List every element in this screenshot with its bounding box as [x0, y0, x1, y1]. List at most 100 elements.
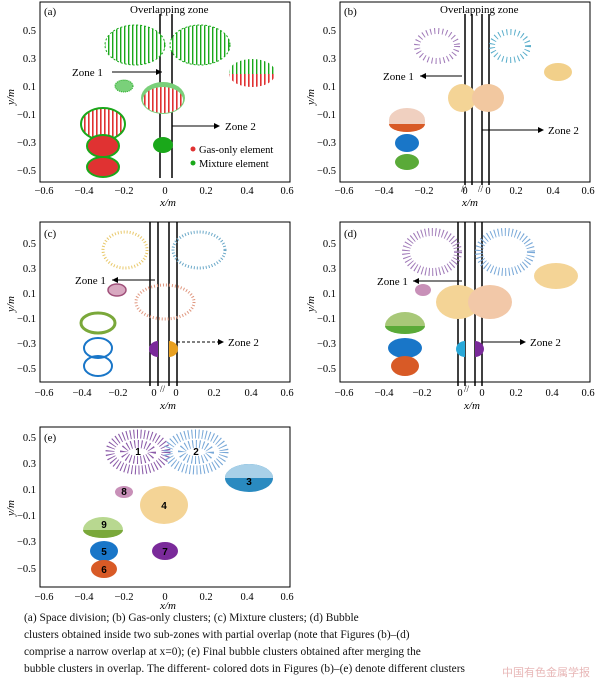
y-axis-ticks: 0.5 0.3 0.1 −0.1 −0.3 −0.5: [17, 239, 36, 375]
y-tick: −0.5: [17, 364, 36, 375]
y-axis-label: y/m: [305, 296, 317, 313]
x-tick: 0: [151, 388, 156, 399]
gas-cluster: [472, 84, 504, 112]
bubble-mixture: [169, 24, 231, 66]
zone2-label: Zone 2: [548, 125, 579, 137]
x-tick: 0.2: [199, 186, 212, 197]
x-axis-ticks: −0.6 −0.4 −0.2 0 0 0.2 0.4 0.6: [34, 388, 293, 399]
x-tick: −0.6: [334, 186, 353, 197]
final-cluster: [83, 517, 123, 530]
bubble-cluster: [475, 341, 484, 357]
zone2-label: Zone 2: [530, 337, 561, 349]
caption-line: clusters obtained inside two sub-zones w…: [24, 629, 410, 641]
panel-c: (c) Zone 1 Zone 2 // 0.5 0.3 0.1 −0.1 −0…: [5, 221, 294, 412]
y-tick: 0.3: [323, 264, 336, 275]
y-tick: 0.5: [23, 26, 36, 37]
cluster-number: 9: [101, 520, 107, 531]
plot-frame: [39, 221, 291, 383]
y-axis-label: y/m: [305, 89, 317, 106]
zone2-arrowhead: [218, 339, 224, 345]
mixture-cluster: [83, 355, 113, 377]
legend-mixture-dot: [190, 160, 196, 166]
y-tick: 0.5: [323, 239, 336, 250]
y-tick: 0.1: [23, 82, 36, 93]
y-tick: 0.1: [23, 485, 36, 496]
y-tick: 0.1: [23, 289, 36, 300]
zone2-label: Zone 2: [228, 337, 259, 349]
zone1-label: Zone 1: [383, 71, 414, 83]
mixture-cluster: [134, 283, 196, 321]
panel-label: (d): [344, 228, 357, 240]
mixture-cluster: [107, 283, 127, 297]
x-tick: 0.4: [240, 592, 254, 603]
x-axis-label: x/m: [159, 400, 176, 412]
bubble-cluster: [456, 341, 465, 357]
panel-a: (a) Overlapping zone Zone 1 Zone 2 Gas-o…: [5, 1, 294, 209]
y-axis-ticks: 0.5 0.3 0.1 −0.1 −0.3 −0.5: [317, 26, 336, 177]
y-tick: −0.3: [317, 339, 336, 350]
final-cluster: [225, 464, 273, 478]
zone2-arrowhead: [520, 339, 526, 345]
axis-break-mark: //: [160, 384, 166, 394]
x-axis-label: x/m: [159, 600, 176, 610]
zone2-label: Zone 2: [225, 121, 256, 133]
y-axis-ticks: 0.5 0.3 0.1 −0.1 −0.3 −0.5: [17, 26, 36, 177]
x-tick: 0.4: [545, 388, 559, 399]
x-tick: −0.4: [374, 186, 394, 197]
panel-label: (a): [44, 6, 57, 18]
axis-break-mark: //: [464, 384, 470, 394]
final-cluster: [152, 542, 178, 560]
gas-cluster: [395, 134, 419, 152]
zone1-arrowhead: [156, 69, 162, 75]
final-cluster: [105, 429, 171, 475]
x-tick: 0.4: [546, 186, 560, 197]
final-cluster: [83, 530, 123, 538]
axis-break-mark: //: [478, 184, 484, 194]
x-tick: −0.2: [414, 186, 433, 197]
cluster-number: 1: [135, 447, 141, 458]
final-cluster: [120, 440, 156, 464]
mixture-cluster: [101, 230, 149, 270]
y-tick: −0.1: [17, 314, 36, 325]
zone1-arrowhead: [112, 277, 118, 283]
bubble-gas: [86, 134, 120, 158]
zone1-arrowhead: [413, 278, 419, 284]
panel-b: (b) Overlapping zone Zone 1 Zone 2 // //…: [305, 1, 595, 209]
bubble-cluster: [385, 326, 425, 334]
x-tick: −0.6: [34, 592, 53, 603]
x-tick: −0.4: [72, 388, 92, 399]
bubble-gas: [143, 87, 183, 113]
bubble-cluster: [436, 285, 480, 319]
plot-frame: [39, 426, 291, 588]
x-tick: 0.2: [199, 592, 212, 603]
x-tick: −0.6: [34, 186, 53, 197]
x-axis-label: x/m: [159, 197, 176, 209]
bubble-cluster: [391, 356, 419, 376]
gas-cluster: [389, 108, 425, 124]
cluster-number: 4: [161, 501, 167, 512]
y-tick: 0.1: [323, 82, 336, 93]
y-tick: 0.5: [323, 26, 336, 37]
panel-d: (d) Zone 1 Zone 2 // 0.5 0.3 0.1 −0.1 −0…: [305, 221, 595, 412]
gas-cluster: [489, 29, 531, 63]
x-tick: 0: [485, 186, 490, 197]
x-tick: 0.2: [207, 388, 220, 399]
x-axis-ticks: −0.6 −0.4 −0.2 0 0 0.2 0.4 0.6: [334, 186, 594, 197]
y-tick: 0.3: [23, 264, 36, 275]
y-tick: −0.5: [17, 564, 36, 575]
zone1-label: Zone 1: [75, 275, 106, 287]
bubble-mixture: [153, 137, 173, 153]
y-tick: 0.3: [323, 54, 336, 65]
x-axis-ticks: −0.6 −0.4 −0.2 0 0 0.2 0.4 0.6: [334, 388, 594, 399]
y-tick: −0.1: [317, 110, 336, 121]
x-tick: 0.6: [280, 592, 293, 603]
cluster-numbers: 1 2 3 4 5 6 7 8 9: [101, 447, 252, 576]
zone2-arrowhead: [214, 123, 220, 129]
y-tick: 0.1: [323, 289, 336, 300]
bubble-gas: [86, 156, 120, 178]
axis-break-mark: //: [461, 184, 467, 194]
x-tick: −0.2: [108, 388, 127, 399]
caption-line: (a) Space division; (b) Gas-only cluster…: [24, 612, 359, 624]
y-tick: 0.5: [23, 239, 36, 250]
bubble-cluster: [388, 338, 422, 358]
